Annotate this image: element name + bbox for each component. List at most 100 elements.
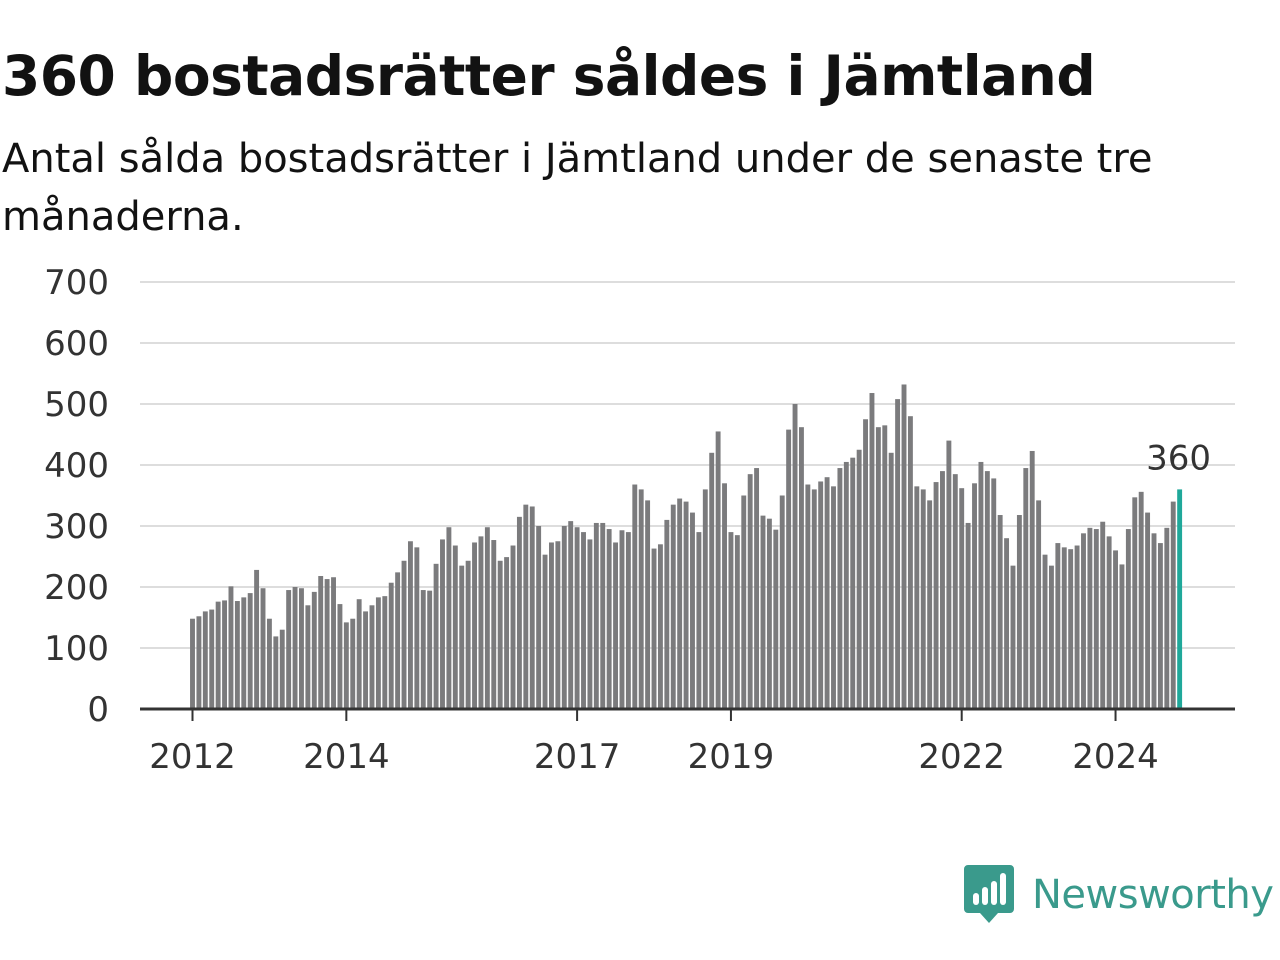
bar (254, 569, 260, 709)
bar (529, 506, 535, 709)
bar (972, 483, 977, 709)
bar (920, 489, 926, 709)
bar (683, 501, 689, 709)
bar (837, 468, 843, 709)
bar (1048, 565, 1054, 709)
bar (266, 618, 272, 709)
bar (1004, 538, 1010, 709)
bar (766, 518, 772, 709)
bar (664, 519, 670, 709)
bar (215, 601, 221, 709)
bar (1055, 543, 1061, 709)
bar (292, 587, 298, 709)
bar (260, 588, 266, 709)
bar (542, 554, 548, 709)
bar (369, 605, 375, 709)
bar (196, 616, 202, 709)
highlight-value-label: 360 (1146, 438, 1211, 478)
bar (773, 529, 779, 709)
bar (965, 522, 971, 709)
bar (959, 488, 965, 709)
bar (946, 440, 952, 709)
bar (414, 547, 420, 709)
bar (709, 452, 715, 709)
bar (343, 622, 349, 709)
y-tick-label: 0 (87, 690, 109, 730)
bar (850, 457, 856, 709)
bar (1100, 521, 1106, 709)
bar (811, 489, 817, 709)
bar (350, 618, 356, 709)
x-tick-label: 2024 (1072, 737, 1159, 777)
bar (568, 521, 574, 709)
bar (202, 611, 208, 709)
bar (523, 504, 529, 709)
bar (715, 431, 721, 709)
bar (799, 427, 804, 709)
bar (1087, 527, 1093, 709)
bar (1036, 500, 1042, 709)
bar (754, 468, 760, 709)
bar (549, 542, 554, 709)
bar (356, 599, 362, 709)
y-tick-label: 200 (44, 568, 109, 608)
bar (991, 478, 997, 709)
bar (459, 565, 465, 709)
bar (472, 542, 477, 709)
bar (779, 495, 785, 709)
newsworthy-logo: Newsworthy (964, 864, 1274, 926)
y-axis-labels: 0 100 200 300 400 500 600 700 (44, 263, 109, 730)
bar (536, 526, 542, 709)
bar (1074, 545, 1080, 709)
bar (279, 629, 285, 709)
bar (420, 590, 426, 709)
bar (1164, 527, 1170, 709)
highlight-bar (1177, 489, 1183, 709)
bar (1145, 512, 1151, 709)
bar (382, 596, 388, 709)
bar (760, 515, 766, 709)
bar (728, 532, 734, 709)
bar (927, 500, 933, 709)
bar (645, 500, 651, 709)
x-axis-labels: 2012 2014 2017 2019 2022 2024 (149, 737, 1159, 777)
x-axis (140, 707, 1235, 721)
bar (984, 471, 990, 709)
bar (1132, 497, 1138, 709)
bar (696, 532, 702, 709)
bar (952, 474, 958, 709)
bar (305, 605, 311, 709)
bar (831, 486, 836, 709)
bar (1029, 450, 1035, 709)
bar (722, 483, 727, 709)
bar (561, 526, 567, 709)
bar (247, 593, 253, 709)
bar (593, 522, 599, 709)
bar (504, 557, 510, 709)
bar (677, 498, 683, 709)
bar (209, 609, 215, 709)
bar (234, 601, 240, 709)
bar (407, 541, 413, 709)
bar (478, 536, 484, 709)
bar (484, 527, 490, 709)
bar (465, 560, 471, 709)
bar (299, 588, 304, 709)
bar (190, 618, 195, 709)
bar (907, 416, 913, 709)
bar (619, 530, 625, 709)
bar (863, 419, 868, 709)
bar (331, 577, 336, 709)
bar (914, 486, 920, 709)
y-tick-label: 400 (44, 446, 109, 486)
bar (1061, 547, 1067, 709)
chart-title: 360 bostadsrätter såldes i Jämtland (2, 44, 1096, 108)
bar (337, 604, 343, 709)
bar (741, 495, 747, 709)
bar (786, 429, 792, 709)
chart-subtitle: Antal sålda bostadsrätter i Jämtland und… (2, 136, 1153, 240)
bar (311, 591, 317, 709)
bar (651, 548, 657, 709)
bar (606, 529, 612, 709)
